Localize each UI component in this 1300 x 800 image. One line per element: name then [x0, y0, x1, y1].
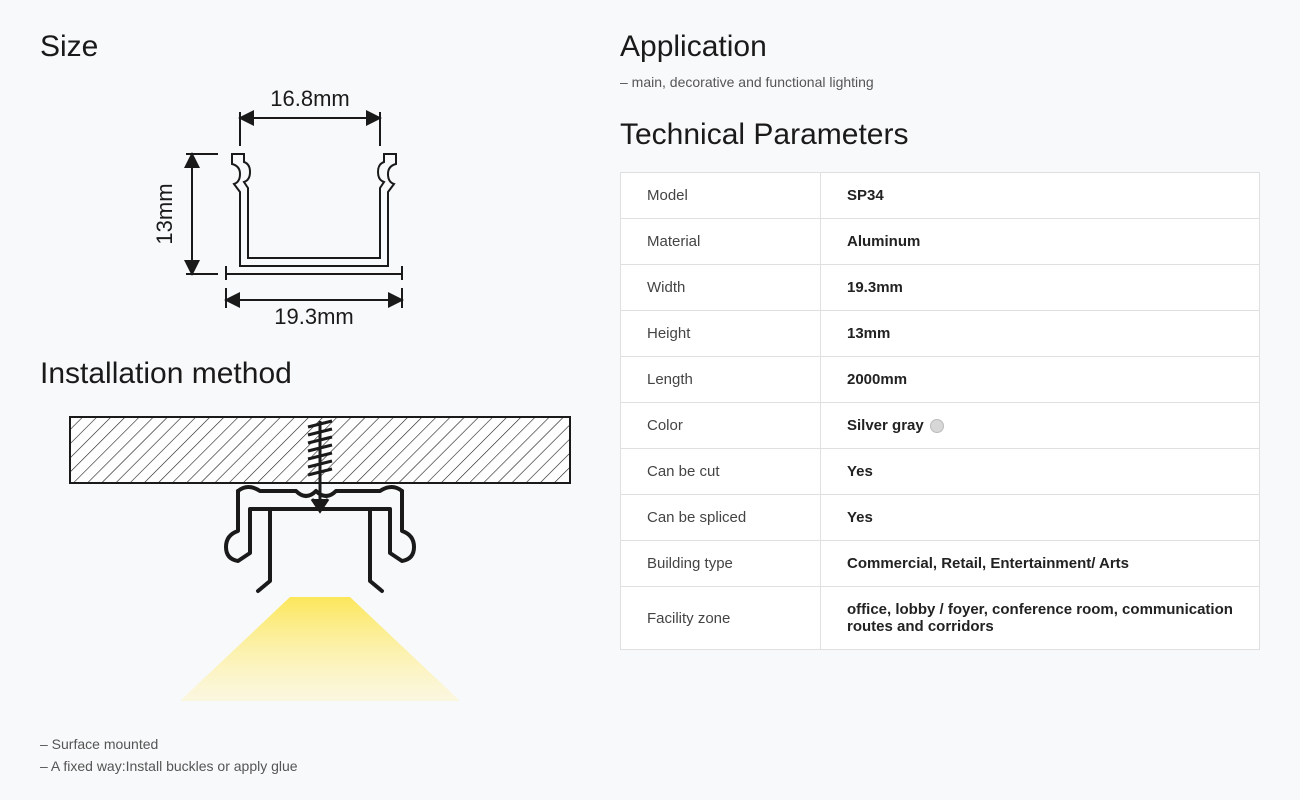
table-row: Facility zoneoffice, lobby / foyer, conf… [621, 587, 1260, 650]
param-value: 13mm [821, 311, 1260, 357]
table-row: ModelSP34 [621, 173, 1260, 219]
table-row: Length2000mm [621, 357, 1260, 403]
bullet-surface-mounted: – Surface mounted [40, 736, 580, 752]
params-table: ModelSP34MaterialAluminumWidth19.3mmHeig… [620, 172, 1260, 650]
installation-heading: Installation method [40, 357, 580, 391]
param-value: 2000mm [821, 357, 1260, 403]
param-value: Yes [821, 449, 1260, 495]
param-key: Can be cut [621, 449, 821, 495]
param-value: office, lobby / foyer, conference room, … [821, 587, 1260, 650]
installation-bullets: – Surface mounted – A fixed way:Install … [40, 736, 580, 774]
param-key: Color [621, 403, 821, 449]
params-heading: Technical Parameters [620, 118, 1260, 152]
size-diagram: 16.8mm 13mm 19.3mm [140, 84, 580, 339]
size-heading: Size [40, 30, 580, 64]
bottom-width-label: 19.3mm [274, 304, 353, 329]
application-text: – main, decorative and functional lighti… [620, 74, 1260, 90]
table-row: Width19.3mm [621, 265, 1260, 311]
table-row: Building typeCommercial, Retail, Enterta… [621, 541, 1260, 587]
color-swatch [930, 419, 944, 433]
param-value: SP34 [821, 173, 1260, 219]
param-value: Commercial, Retail, Entertainment/ Arts [821, 541, 1260, 587]
param-key: Model [621, 173, 821, 219]
param-key: Can be spliced [621, 495, 821, 541]
table-row: ColorSilver gray [621, 403, 1260, 449]
param-key: Width [621, 265, 821, 311]
installation-diagram [60, 411, 580, 716]
param-key: Length [621, 357, 821, 403]
application-heading: Application [620, 30, 1260, 64]
table-row: Can be cutYes [621, 449, 1260, 495]
param-value: 19.3mm [821, 265, 1260, 311]
param-value: Yes [821, 495, 1260, 541]
param-value: Silver gray [821, 403, 1260, 449]
table-row: Can be splicedYes [621, 495, 1260, 541]
height-label: 13mm [152, 183, 177, 244]
table-row: Height13mm [621, 311, 1260, 357]
table-row: MaterialAluminum [621, 219, 1260, 265]
param-value: Aluminum [821, 219, 1260, 265]
param-key: Material [621, 219, 821, 265]
top-width-label: 16.8mm [270, 86, 349, 111]
param-key: Building type [621, 541, 821, 587]
param-key: Height [621, 311, 821, 357]
bullet-fixed-way: – A fixed way:Install buckles or apply g… [40, 758, 580, 774]
param-key: Facility zone [621, 587, 821, 650]
